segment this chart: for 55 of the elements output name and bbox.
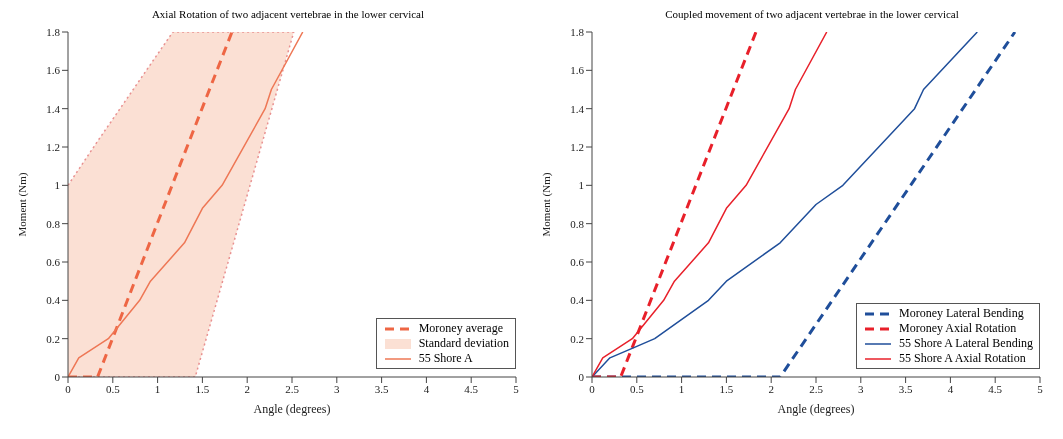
x-axis-title: Angle (degrees) bbox=[253, 402, 331, 416]
x-tick-label: 2 bbox=[768, 382, 774, 395]
y-tick-label: 1 bbox=[54, 179, 60, 192]
legend-label: 55 Shore A Lateral Bending bbox=[899, 336, 1033, 351]
x-tick-label: 1.5 bbox=[719, 382, 734, 395]
y-tick-label: 0.6 bbox=[570, 255, 585, 268]
y-tick-label: 1.4 bbox=[46, 102, 61, 115]
chart-title: Coupled movement of two adjacent vertebrae in the lower cervical bbox=[664, 8, 960, 22]
x-tick-label: 4 bbox=[423, 382, 430, 395]
x-tick-label: 4.5 bbox=[464, 382, 479, 395]
legend-label: 55 Shore A Axial Rotation bbox=[899, 351, 1026, 366]
y-tick-label: 0.4 bbox=[46, 294, 61, 307]
y-axis-title: Moment (Nm) bbox=[539, 172, 553, 237]
y-tick-label: 0.2 bbox=[570, 332, 584, 345]
y-tick-label: 1.6 bbox=[46, 64, 61, 77]
x-tick-label: 1.5 bbox=[195, 382, 210, 395]
y-tick-label: 0.4 bbox=[570, 294, 585, 307]
x-tick-label: 5 bbox=[513, 382, 520, 395]
y-tick-label: 0.8 bbox=[46, 217, 61, 230]
y-tick-label: 0.2 bbox=[46, 332, 60, 345]
x-tick-label: 1 bbox=[678, 382, 685, 395]
x-tick-label: 3.5 bbox=[898, 382, 913, 395]
y-tick-label: 1.2 bbox=[570, 140, 584, 153]
x-tick-label: 3.5 bbox=[374, 382, 389, 395]
legend-label: Moroney average bbox=[418, 321, 503, 336]
x-tick-label: 2.5 bbox=[285, 382, 300, 395]
legend-label: Moroney Lateral Bending bbox=[899, 306, 1024, 321]
y-tick-label: 1 bbox=[578, 179, 584, 192]
x-tick-label: 0 bbox=[589, 382, 596, 395]
x-tick-label: 2 bbox=[244, 382, 250, 395]
y-tick-label: 1.8 bbox=[46, 25, 61, 38]
chart-title: Axial Rotation of two adjacent vertebrae in the lower cervical bbox=[150, 8, 426, 22]
x-tick-label: 0 bbox=[65, 382, 72, 395]
y-tick-label: 0.6 bbox=[46, 255, 61, 268]
x-axis-title: Angle (degrees) bbox=[777, 402, 855, 416]
x-tick-label: 3 bbox=[858, 382, 865, 395]
y-tick-label: 0.8 bbox=[570, 217, 585, 230]
x-tick-label: 4 bbox=[947, 382, 954, 395]
x-tick-label: 3 bbox=[334, 382, 341, 395]
y-tick-label: 0 bbox=[54, 370, 61, 383]
y-tick-label: 1.2 bbox=[46, 140, 60, 153]
legend-label: 55 Shore A bbox=[418, 351, 473, 366]
x-tick-label: 2.5 bbox=[809, 382, 824, 395]
y-tick-label: 0 bbox=[578, 370, 585, 383]
x-tick-label: 0.5 bbox=[629, 382, 645, 395]
x-tick-label: 4.5 bbox=[988, 382, 1003, 395]
x-tick-label: 1 bbox=[154, 382, 161, 395]
annotation: Standard deviation bbox=[418, 336, 509, 351]
x-tick-label: 0.5 bbox=[105, 382, 121, 395]
y-tick-label: 1.6 bbox=[570, 64, 585, 77]
y-tick-label: 1.8 bbox=[570, 25, 585, 38]
y-axis-title: Moment (Nm) bbox=[15, 172, 29, 237]
legend-label: Moroney Axial Rotation bbox=[899, 321, 1017, 336]
x-tick-label: 5 bbox=[1037, 382, 1044, 395]
y-tick-label: 1.4 bbox=[570, 102, 585, 115]
